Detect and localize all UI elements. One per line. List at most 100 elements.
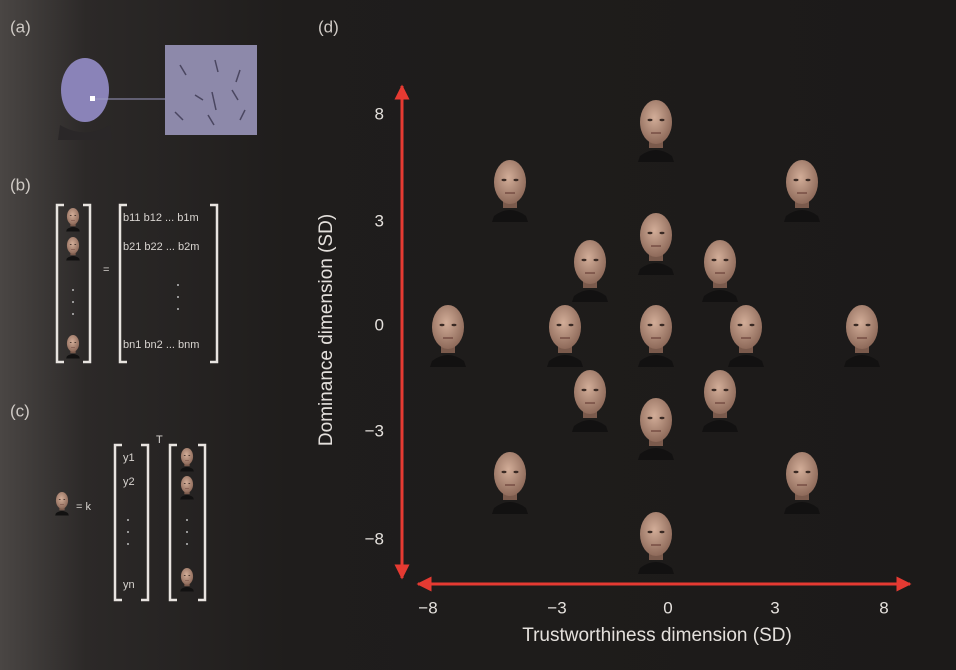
eye: [514, 471, 519, 473]
eye: [660, 417, 665, 419]
face: [786, 452, 818, 496]
face: [61, 58, 109, 122]
page: {"panels": { "a": {"label": "(a)"}, "b":…: [0, 0, 956, 670]
eye: [188, 455, 190, 456]
face: [846, 305, 878, 349]
face: [56, 492, 68, 509]
transpose: T: [156, 434, 163, 446]
equals-k: = k: [76, 501, 91, 513]
eye: [648, 324, 653, 326]
face: [640, 100, 672, 144]
eye: [74, 244, 76, 245]
eye: [794, 471, 799, 473]
eye: [660, 531, 665, 533]
eye: [452, 324, 457, 326]
face: [432, 305, 464, 349]
face: [181, 448, 193, 465]
eye: [569, 324, 574, 326]
figure: (a) (b) = b11 b12 ... b1m b21 b22 ... b2…: [0, 0, 956, 670]
eye: [184, 483, 186, 484]
x-axis-title: Trustworthiness dimension (SD): [522, 625, 792, 646]
eye: [70, 215, 72, 216]
y-tick-label: −3: [365, 421, 384, 440]
marker: [90, 96, 95, 101]
eye: [750, 324, 755, 326]
x-tick-label: 3: [770, 598, 779, 617]
eye: [866, 324, 871, 326]
eye: [712, 259, 717, 261]
eye: [188, 575, 190, 576]
face: [494, 452, 526, 496]
face: [704, 370, 736, 414]
y-tick-label: 0: [375, 315, 384, 334]
eye: [59, 499, 61, 500]
eye: [594, 259, 599, 261]
eye: [854, 324, 859, 326]
face: [640, 512, 672, 556]
face: [786, 160, 818, 204]
face: [574, 370, 606, 414]
background: [0, 0, 956, 670]
matrix-row: b21 b22 ... b2m: [123, 241, 199, 253]
face: [640, 305, 672, 349]
face: [67, 335, 79, 352]
eye: [188, 483, 190, 484]
equals: =: [103, 264, 109, 276]
y-tick-label: 3: [375, 211, 384, 230]
panel-label: (c): [10, 401, 30, 420]
eye: [660, 119, 665, 121]
face: [730, 305, 762, 349]
eye: [648, 417, 653, 419]
face: [181, 568, 193, 585]
eye: [738, 324, 743, 326]
eye: [74, 342, 76, 343]
eye: [806, 471, 811, 473]
eye: [660, 324, 665, 326]
eye: [502, 179, 507, 181]
vector-entry: y2: [123, 476, 135, 488]
eye: [660, 232, 665, 234]
eye: [582, 389, 587, 391]
eye: [70, 342, 72, 343]
eye: [184, 455, 186, 456]
panel-label: (b): [10, 175, 31, 194]
vector-entry: y1: [123, 452, 135, 464]
y-tick-label: 8: [375, 104, 384, 123]
eye: [724, 259, 729, 261]
eye: [63, 499, 65, 500]
x-tick-label: −8: [418, 598, 437, 617]
x-tick-label: 0: [663, 598, 672, 617]
face: [640, 213, 672, 257]
x-tick-label: −3: [547, 598, 566, 617]
eye: [794, 179, 799, 181]
eye: [806, 179, 811, 181]
y-axis-title: Dominance dimension (SD): [316, 214, 337, 446]
panel-label: (a): [10, 17, 31, 36]
y-tick-label: −8: [365, 529, 384, 548]
eye: [184, 575, 186, 576]
eye: [582, 259, 587, 261]
face: [494, 160, 526, 204]
x-tick-label: 8: [879, 598, 888, 617]
eye: [502, 471, 507, 473]
panel-label: (d): [318, 17, 339, 36]
face: [549, 305, 581, 349]
matrix-row: bn1 bn2 ... bnm: [123, 339, 199, 351]
matrix-row: b11 b12 ... b1m: [123, 212, 199, 224]
face: [704, 240, 736, 284]
eye: [648, 119, 653, 121]
face: [67, 208, 79, 225]
gabor-patch: [165, 45, 257, 135]
eye: [514, 179, 519, 181]
face: [181, 476, 193, 493]
vector-entry: yn: [123, 579, 135, 591]
eye: [70, 244, 72, 245]
eye: [74, 215, 76, 216]
face: [640, 398, 672, 442]
eye: [594, 389, 599, 391]
face: [67, 237, 79, 254]
eye: [648, 232, 653, 234]
eye: [557, 324, 562, 326]
eye: [724, 389, 729, 391]
eye: [648, 531, 653, 533]
